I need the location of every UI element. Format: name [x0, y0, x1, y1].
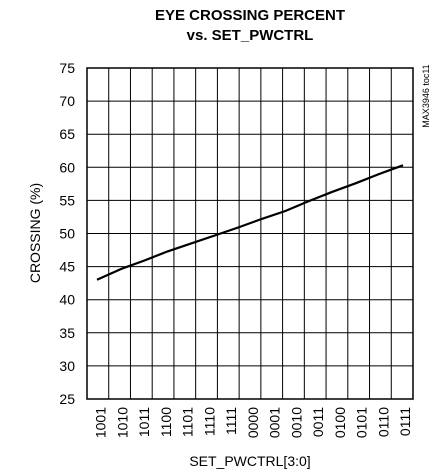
series-group: [96, 164, 404, 281]
y-tick-label: 45: [59, 259, 75, 275]
x-axis-label: SET_PWCTRL[3:0]: [189, 453, 310, 469]
x-tick-label: 0101: [354, 407, 370, 438]
y-tick-label: 50: [59, 226, 75, 242]
x-tick-label: 1111: [223, 407, 239, 435]
y-tick-label: 55: [59, 192, 75, 208]
series-line: [96, 164, 404, 281]
y-tick-label: 25: [59, 391, 75, 407]
x-tick-label: 1110: [201, 407, 217, 436]
y-tick-label: 75: [59, 60, 75, 76]
plot-frame: [86, 67, 414, 400]
x-tick-label: 1100: [158, 407, 174, 437]
grid: [87, 67, 413, 400]
x-tick-label: 0001: [267, 407, 283, 438]
x-tick-labels: 1001 1010 1011 1100 1101 1110 1111 0000 0001 0010…: [93, 407, 413, 438]
y-tick-labels: 25 30 35 40 45 50 55 60 65 70 75: [59, 60, 75, 407]
x-tick-label: 0110: [375, 407, 391, 437]
y-tick-label: 70: [59, 93, 75, 109]
x-tick-label: 0010: [288, 407, 304, 438]
x-tick-label: 1011: [136, 407, 152, 437]
x-tick-label: 1101: [180, 407, 196, 437]
figure-note: MAX3946 toc11: [421, 64, 431, 127]
x-tick-label: 0000: [245, 407, 261, 438]
y-tick-label: 65: [59, 126, 75, 142]
y-axis-label: CROSSING (%): [27, 183, 43, 283]
chart-subtitle: vs. SET_PWCTRL: [187, 27, 314, 44]
y-tick-label: 60: [59, 159, 75, 175]
y-tick-label: 30: [59, 358, 75, 374]
x-tick-label: 1001: [93, 407, 109, 438]
x-tick-label: 1010: [114, 407, 130, 438]
x-tick-label: 0011: [310, 407, 326, 437]
chart-title: EYE CROSSING PERCENT: [155, 7, 345, 24]
y-tick-label: 35: [59, 325, 75, 341]
x-tick-label: 0100: [332, 407, 348, 438]
y-tick-label: 40: [59, 292, 75, 308]
x-tick-label: 0111: [397, 407, 413, 436]
